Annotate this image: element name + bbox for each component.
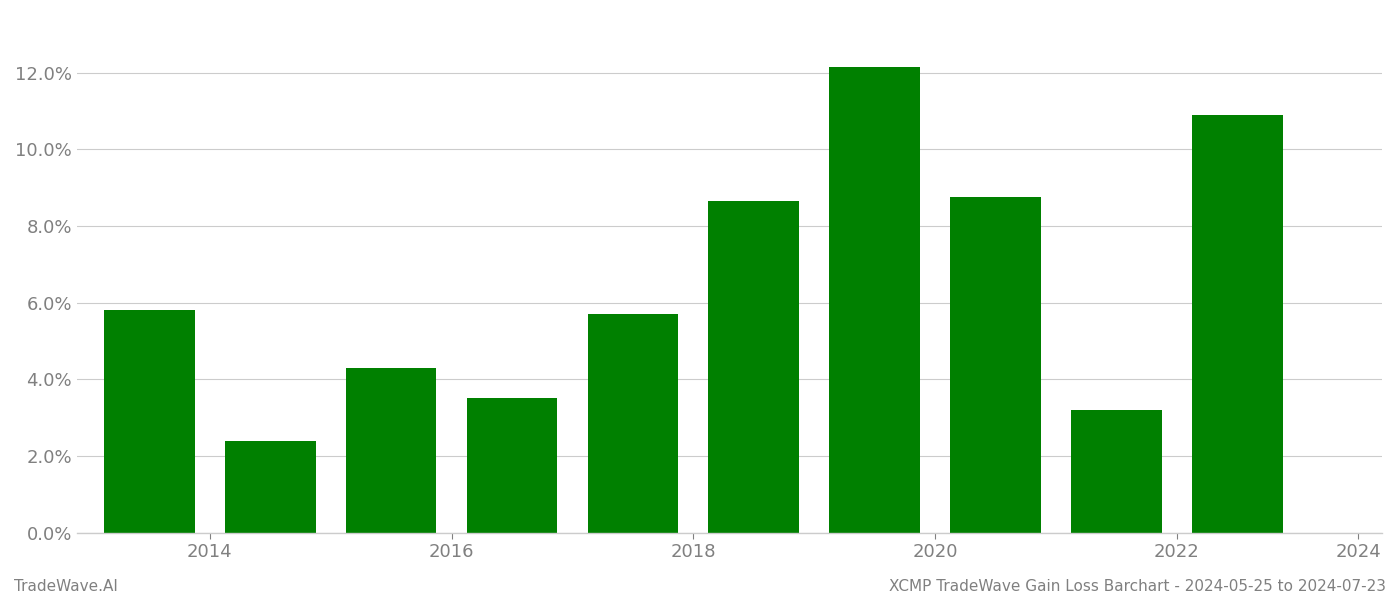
Bar: [466, 398, 557, 533]
Bar: [225, 440, 315, 533]
Text: XCMP TradeWave Gain Loss Barchart - 2024-05-25 to 2024-07-23: XCMP TradeWave Gain Loss Barchart - 2024…: [889, 579, 1386, 594]
Bar: [829, 67, 920, 533]
Bar: [346, 368, 437, 533]
Bar: [104, 310, 195, 533]
Bar: [708, 201, 799, 533]
Bar: [951, 197, 1040, 533]
Text: TradeWave.AI: TradeWave.AI: [14, 579, 118, 594]
Bar: [588, 314, 678, 533]
Bar: [1071, 410, 1162, 533]
Bar: [1191, 115, 1282, 533]
